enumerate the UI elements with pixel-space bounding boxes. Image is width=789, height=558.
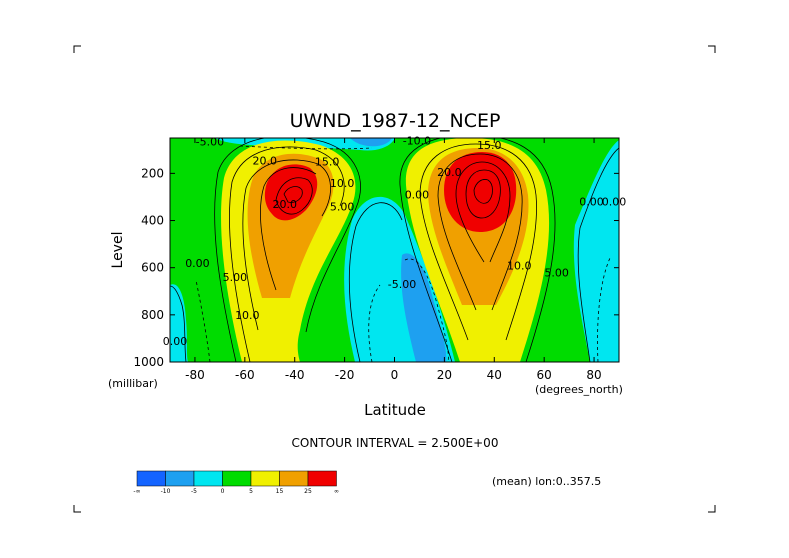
x-axis: -80 -60 -40 -20 0 20 40 60 80 xyxy=(185,138,602,382)
contour-label: 20.0 xyxy=(272,198,297,211)
crop-mark-bottom-left xyxy=(73,505,81,513)
x-tick-label: -80 xyxy=(185,368,205,382)
y-tick-label: 800 xyxy=(141,308,164,322)
contour-labels: -5.00 -10.0 20.0 15.0 20.0 10.0 5.00 15.0 20.0 0.… xyxy=(163,134,627,347)
contour-label: 15.0 xyxy=(477,139,502,152)
y-axis-label: Level xyxy=(110,232,126,269)
x-axis-label: Latitude xyxy=(364,401,426,419)
x-axis-unit: (degrees_north) xyxy=(535,383,623,396)
contour-label: 15.0 xyxy=(315,156,340,169)
x-tick-label: 0 xyxy=(391,368,399,382)
contour-label: 5.00 xyxy=(330,200,355,213)
x-tick-label: 20 xyxy=(437,368,452,382)
y-axis-unit: (millibar) xyxy=(108,377,158,390)
chart-title: UWND_1987-12_NCEP xyxy=(290,110,501,132)
colorbar-label: 25 xyxy=(304,488,312,495)
blue-core-tropics xyxy=(401,253,447,362)
contour-label: 0.00 xyxy=(405,189,430,202)
blue-tropopause-patch xyxy=(350,138,392,147)
colorbar-swatch xyxy=(136,470,166,487)
colorbar-swatch xyxy=(165,470,195,487)
contour-label: 10.0 xyxy=(330,177,355,190)
colorbar: -∞ -10 -5 0 5 15 25 ∞ xyxy=(133,470,339,495)
contour-label: -5.00 xyxy=(388,278,416,291)
crop-mark-top-left xyxy=(73,45,81,53)
colorbar-label: -∞ xyxy=(133,488,140,495)
contour-label: -5.00 xyxy=(196,136,224,149)
crop-mark-top-right xyxy=(708,45,716,53)
contour-label: 0.00 xyxy=(602,196,627,209)
y-tick-label: 200 xyxy=(141,166,164,180)
colorbar-swatch xyxy=(193,470,223,487)
x-tick-label: -40 xyxy=(285,368,305,382)
y-tick-label: 1000 xyxy=(133,355,164,369)
crop-mark-bottom-right xyxy=(708,505,716,513)
x-tick-label: -60 xyxy=(235,368,255,382)
colorbar-label: 5 xyxy=(249,488,253,495)
contour-label: 0.00 xyxy=(579,196,604,209)
contour-label: 0.00 xyxy=(185,257,210,270)
cyan-south-pole-surface xyxy=(170,284,188,362)
crop-marks xyxy=(73,45,716,513)
contour-label: 20.0 xyxy=(437,166,462,179)
contour-label: 10.0 xyxy=(235,309,260,322)
x-tick-label: 40 xyxy=(487,368,502,382)
x-tick-label: -20 xyxy=(335,368,355,382)
colorbar-label: 0 xyxy=(221,488,225,495)
y-axis: 200 400 600 800 1000 xyxy=(133,166,619,369)
colorbar-swatch xyxy=(307,470,337,487)
colorbar-label: 15 xyxy=(276,488,284,495)
contour-label: 20.0 xyxy=(253,154,278,167)
cyan-north-polar xyxy=(573,140,619,362)
colorbar-label: -10 xyxy=(161,488,171,495)
colorbar-label: -5 xyxy=(191,488,197,495)
colorbar-swatch xyxy=(279,470,309,487)
nh-jet-25 xyxy=(444,152,517,232)
contour-label: -10.0 xyxy=(403,134,431,147)
contour-label: 5.00 xyxy=(223,271,248,284)
colorbar-swatch xyxy=(222,470,252,487)
y-tick-label: 400 xyxy=(141,214,164,228)
y-tick-label: 600 xyxy=(141,261,164,275)
x-tick-label: 80 xyxy=(586,368,601,382)
x-tick-label: 60 xyxy=(537,368,552,382)
contour-interval-text: CONTOUR INTERVAL = 2.500E+00 xyxy=(292,436,499,450)
contour-lines xyxy=(170,138,619,362)
contour-field xyxy=(170,138,619,362)
colorbar-swatch xyxy=(250,470,280,487)
dashed-contours xyxy=(195,145,611,362)
contour-label: 5.00 xyxy=(544,266,569,279)
mean-lon-text: (mean) lon:0..357.5 xyxy=(492,475,601,488)
contour-label: 10.0 xyxy=(507,259,532,272)
contour-label: 0.00 xyxy=(163,335,188,348)
colorbar-label: ∞ xyxy=(334,488,339,495)
